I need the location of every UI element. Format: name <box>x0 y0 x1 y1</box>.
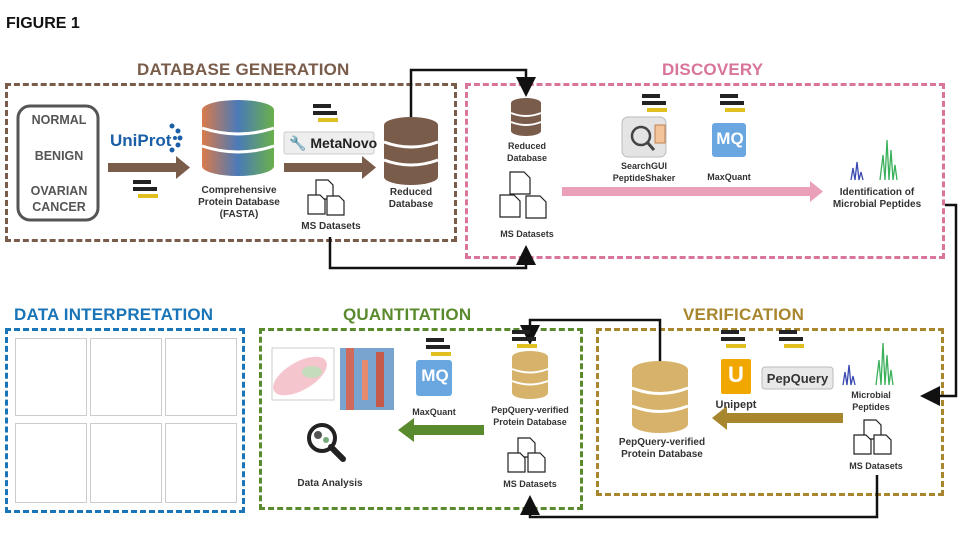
wrench-icon: 🔧 <box>289 135 307 151</box>
verif-ms-datasets-label: MS Datasets <box>849 461 903 471</box>
metanovo-logo-box <box>283 131 375 155</box>
uniprot-logo: UniProt <box>110 131 172 150</box>
raw-files-icon-quant <box>507 437 546 473</box>
unipept-glyph: U <box>728 362 744 387</box>
panel-verification <box>596 328 944 496</box>
cohort-ovarian-cancer: OVARIAN CANCER <box>30 184 88 214</box>
metanovo-logo: 🔧 MetaNovo <box>289 135 378 151</box>
reduced-db-icon-big <box>383 117 439 185</box>
raw-files-icon-discovery <box>499 171 547 219</box>
discovery-reduced-db-label: Reduced Database <box>506 141 548 163</box>
quant-ms-datasets-label: MS Datasets <box>503 479 557 489</box>
quant-maxquant-label: MaxQuant <box>412 407 456 417</box>
identification-label: Identification of Microbial Peptides <box>832 187 922 210</box>
cohort-benign: BENIGN <box>34 149 84 163</box>
dbgen-ms-datasets-label: MS Datasets <box>301 221 361 232</box>
bar-icon-4 <box>720 94 745 112</box>
maxquant-glyph-quant: MQ <box>421 366 449 385</box>
comprehensive-db-icon <box>201 100 275 176</box>
panel-data-interpretation <box>5 328 245 513</box>
maxquant-icon-quant <box>416 360 452 396</box>
reduced-db-icon-small <box>510 98 542 136</box>
spectrum-icon-verification <box>842 342 894 386</box>
title-verification: VERIFICATION <box>683 305 805 324</box>
pepquery-db-icon-quant <box>511 351 549 399</box>
interpretation-plot-6 <box>165 423 237 503</box>
arrow-uniprot-to-db <box>108 156 190 179</box>
arrow-verification <box>712 406 843 430</box>
bar-icon-1 <box>133 180 158 198</box>
pepquery-logo: PepQuery <box>766 371 829 386</box>
bar-icon-3 <box>642 94 667 112</box>
interpretation-plot-1 <box>15 338 87 416</box>
panel-database-generation <box>5 83 457 242</box>
interpretation-plot-4 <box>15 423 87 503</box>
spectrum-icon-discovery <box>850 139 898 181</box>
pca-plot-icon <box>271 347 335 401</box>
raw-files-icon-dbgen <box>307 179 345 216</box>
panel-quantitation <box>259 328 583 510</box>
heatmap-icon <box>340 348 394 410</box>
raw-files-icon-verif <box>853 419 892 455</box>
verif-pepquery-db-label: PepQuery-verified Protein Database <box>618 437 706 460</box>
maxquant-icon-discovery <box>712 123 746 157</box>
verif-microbial-peptides-label: Microbial Peptides <box>851 390 891 412</box>
pepquery-db-icon-verif <box>631 361 689 433</box>
title-data-interpretation: DATA INTERPRETATION <box>14 305 214 324</box>
comprehensive-db-label: Comprehensive Protein Database (FASTA) <box>198 185 280 220</box>
uniprot-dots-icon <box>169 123 183 153</box>
searchgui-label: SearchGUI PeptideShaker <box>612 161 676 183</box>
unipept-label: Unipept <box>715 399 757 411</box>
figure-label: FIGURE 1 <box>6 15 80 32</box>
searchgui-icon <box>621 116 667 158</box>
bar-icon-2 <box>313 104 338 122</box>
arrow-db-to-metanovo <box>284 156 376 179</box>
interpretation-plot-2 <box>90 338 162 416</box>
data-analysis-label: Data Analysis <box>297 478 363 489</box>
title-database-generation: DATABASE GENERATION <box>137 60 350 79</box>
interpretation-plot-3 <box>165 338 237 416</box>
unipept-icon <box>721 359 751 394</box>
cohort-box <box>16 104 100 222</box>
maxquant-glyph-discovery: MQ <box>716 129 744 148</box>
interpretation-plot-5 <box>90 423 162 503</box>
cohort-normal: NORMAL <box>31 113 87 127</box>
title-quantitation: QUANTITATION <box>343 305 472 324</box>
title-discovery: DISCOVERY <box>662 60 764 79</box>
bar-icon-7 <box>721 330 746 348</box>
discovery-maxquant-label: MaxQuant <box>707 172 751 182</box>
panel-discovery <box>465 83 945 259</box>
pepquery-logo-box <box>761 366 834 390</box>
dbgen-reduced-db-label: Reduced Database <box>388 187 434 210</box>
arrow-quantitation <box>398 418 484 442</box>
bar-icon-8 <box>779 330 804 348</box>
data-analysis-icon <box>307 423 346 462</box>
discovery-ms-datasets-label: MS Datasets <box>500 229 554 239</box>
quant-pepquery-db-label: PepQuery-verified Protein Database <box>491 405 569 427</box>
bar-icon-5 <box>426 338 451 356</box>
arrow-discovery <box>562 181 823 202</box>
bar-icon-6 <box>512 330 537 348</box>
